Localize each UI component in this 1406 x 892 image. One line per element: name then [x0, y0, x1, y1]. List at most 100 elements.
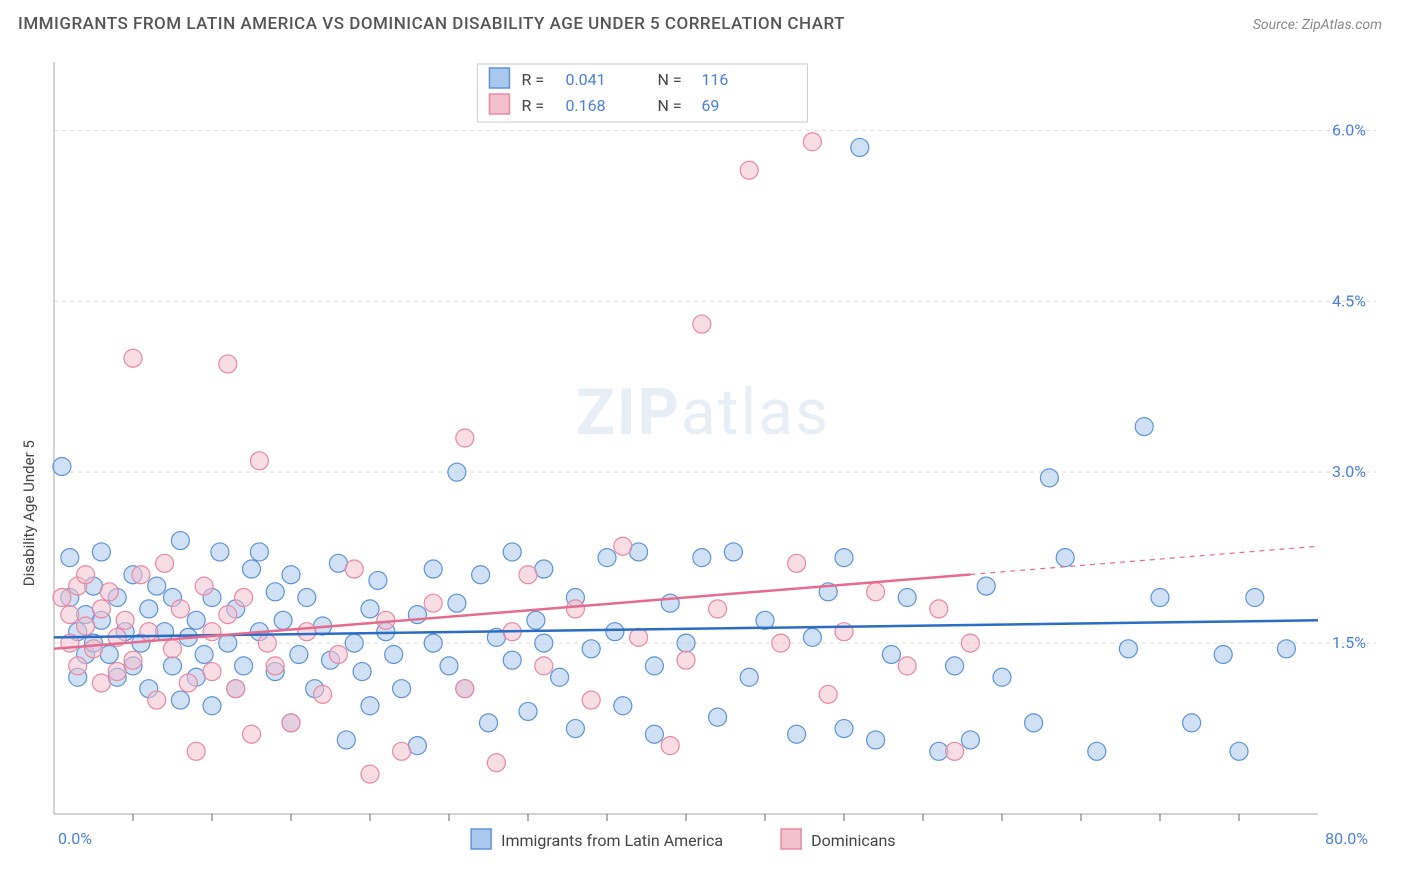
data-point: [353, 663, 371, 681]
data-point: [61, 606, 79, 624]
legend-r-value: 0.041: [565, 70, 605, 89]
data-point: [53, 457, 71, 475]
data-point: [503, 651, 521, 669]
data-point: [606, 623, 624, 641]
watermark: ZIPatlas: [576, 375, 830, 450]
source-prefix: Source:: [1253, 17, 1302, 33]
data-point: [361, 600, 379, 618]
data-point: [164, 657, 182, 675]
data-point: [100, 583, 118, 601]
data-point: [693, 315, 711, 333]
data-point: [171, 691, 189, 709]
data-point: [219, 355, 237, 373]
data-point: [345, 634, 363, 652]
legend-r-value: 0.168: [565, 96, 605, 115]
data-point: [424, 594, 442, 612]
y-tick-label: 3.0%: [1332, 462, 1366, 481]
data-point: [1025, 714, 1043, 732]
y-axis-title: Disability Age Under 5: [20, 440, 38, 586]
data-point: [1119, 640, 1137, 658]
data-point: [1040, 469, 1058, 487]
data-point: [566, 600, 584, 618]
data-point: [503, 543, 521, 561]
data-point: [1056, 549, 1074, 567]
data-point: [148, 691, 166, 709]
data-point: [53, 589, 71, 607]
data-point: [282, 714, 300, 732]
data-point: [519, 702, 537, 720]
data-point: [582, 691, 600, 709]
data-point: [329, 645, 347, 663]
data-point: [85, 640, 103, 658]
data-point: [1183, 714, 1201, 732]
legend-r-label: R =: [521, 70, 544, 89]
data-point: [480, 714, 498, 732]
data-point: [803, 628, 821, 646]
data-point: [92, 674, 110, 692]
data-point: [614, 697, 632, 715]
y-tick-label: 6.0%: [1332, 120, 1366, 139]
data-point: [385, 645, 403, 663]
data-point: [961, 634, 979, 652]
data-point: [393, 680, 411, 698]
data-point: [882, 645, 900, 663]
data-point: [709, 708, 727, 726]
source-name: ZipAtlas.com: [1302, 17, 1382, 33]
data-point: [1135, 418, 1153, 436]
scatter-chart: ZIPatlas 1.5% 3.0% 4.5% 6.0% Disability Age U…: [18, 46, 1388, 872]
data-point: [535, 634, 553, 652]
data-point: [424, 634, 442, 652]
y-tick-label: 4.5%: [1332, 291, 1366, 310]
data-point: [235, 589, 253, 607]
data-point: [203, 663, 221, 681]
bottom-legend-swatch: [781, 829, 801, 849]
data-point: [361, 697, 379, 715]
data-point: [393, 742, 411, 760]
x-min-label: 0.0%: [58, 829, 92, 848]
data-point: [345, 560, 363, 578]
data-point: [140, 623, 158, 641]
chart-title: IMMIGRANTS FROM LATIN AMERICA VS DOMINIC…: [18, 14, 845, 34]
data-point: [709, 600, 727, 618]
data-point: [661, 594, 679, 612]
data-point: [298, 623, 316, 641]
legend-n-value: 116: [701, 70, 728, 89]
legend-swatch: [489, 68, 509, 88]
data-point: [171, 532, 189, 550]
data-point: [1088, 742, 1106, 760]
data-point: [282, 566, 300, 584]
data-point: [250, 543, 268, 561]
data-point: [551, 668, 569, 686]
data-point: [645, 657, 663, 675]
data-point: [448, 463, 466, 481]
y-tick-label: 1.5%: [1332, 633, 1366, 652]
data-point: [487, 754, 505, 772]
data-point: [227, 680, 245, 698]
data-point: [851, 138, 869, 156]
data-point: [819, 685, 837, 703]
data-point: [456, 429, 474, 447]
data-point: [243, 725, 261, 743]
data-point: [740, 161, 758, 179]
data-point: [203, 623, 221, 641]
data-point: [140, 600, 158, 618]
data-point: [448, 594, 466, 612]
data-point: [258, 634, 276, 652]
data-point: [582, 640, 600, 658]
data-point: [203, 697, 221, 715]
data-point: [124, 651, 142, 669]
legend-n-label: N =: [657, 96, 681, 115]
data-point: [69, 657, 87, 675]
legend-r-label: R =: [521, 96, 544, 115]
data-point: [132, 566, 150, 584]
legend-n-value: 69: [701, 96, 719, 115]
data-point: [179, 674, 197, 692]
data-point: [1230, 742, 1248, 760]
data-point: [835, 549, 853, 567]
data-point: [148, 577, 166, 595]
data-point: [961, 731, 979, 749]
data-point: [527, 611, 545, 629]
data-point: [788, 725, 806, 743]
data-point: [693, 549, 711, 567]
data-point: [946, 742, 964, 760]
